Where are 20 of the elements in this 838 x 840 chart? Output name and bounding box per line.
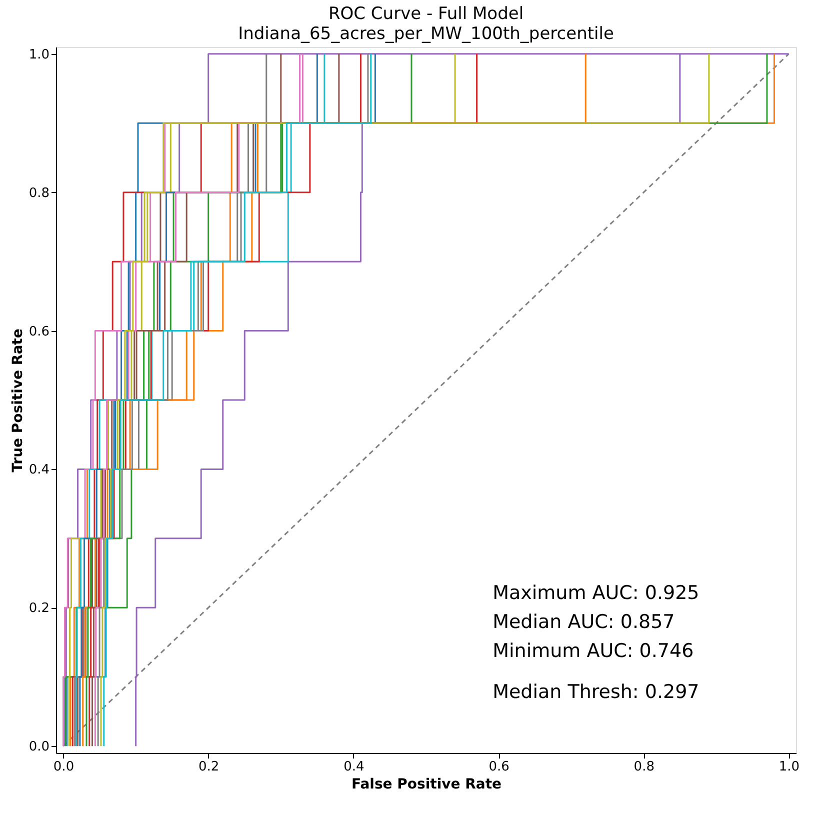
annotation: Minimum AUC: 0.746 (492, 640, 694, 662)
annotation: Maximum AUC: 0.925 (492, 582, 700, 604)
x-tick-label: 0.0 (53, 760, 74, 774)
y-tick-label: 0.2 (28, 601, 50, 616)
y-tick-label: 0.8 (28, 186, 50, 201)
y-axis-title: True Positive Rate (10, 328, 26, 472)
x-tick-label: 0.6 (488, 760, 510, 774)
x-tick-label: 1.0 (778, 760, 800, 774)
y-tick-label: 0.0 (28, 740, 50, 755)
x-tick-label: 0.8 (634, 760, 654, 774)
chart-title: ROC Curve - Full Model (328, 4, 524, 24)
annotation: Median AUC: 0.857 (492, 611, 675, 633)
chart-subtitle: Indiana_65_acres_per_MW_100th_percentile (238, 24, 614, 44)
y-tick-label: 0.6 (28, 324, 50, 340)
annotation: Median Thresh: 0.297 (492, 681, 700, 703)
x-axis-title: False Positive Rate (351, 776, 502, 792)
y-tick-label: 0.4 (28, 462, 50, 478)
x-tick-label: 0.4 (344, 760, 364, 774)
y-tick-label: 1.0 (28, 47, 50, 62)
x-tick-label: 0.2 (198, 760, 220, 774)
